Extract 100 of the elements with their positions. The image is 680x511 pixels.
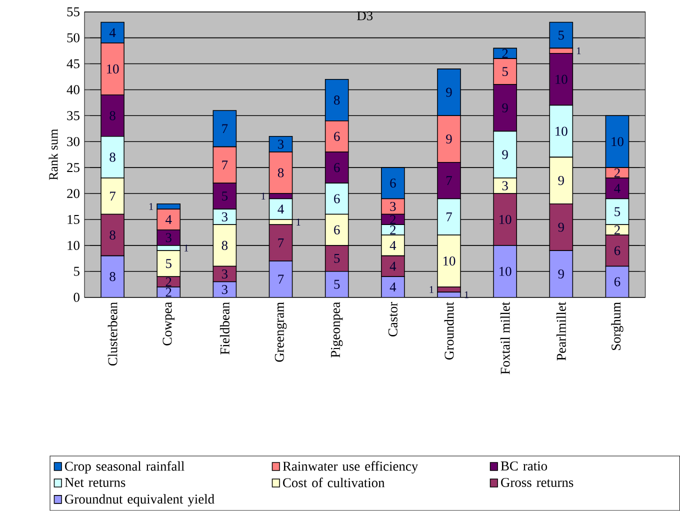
y-tick-label: 55 (67, 7, 80, 16)
x-tick-label: Foxtail millet (500, 302, 510, 374)
y-tick-label: 45 (66, 59, 80, 68)
data-label: 2 (166, 277, 172, 286)
x-tick-label: Groundnut (444, 302, 454, 360)
data-label: 9 (558, 270, 564, 279)
bar (549, 22, 574, 49)
x-tick-label: Fieldbean (220, 302, 230, 355)
data-label: 7 (446, 212, 452, 222)
x-tick-label: Pigeonpea (330, 302, 343, 358)
x-tick-label: Sorghum (611, 302, 624, 350)
data-label: 2 (390, 226, 396, 234)
data-label: 2 (614, 168, 620, 178)
data-label: 10 (443, 256, 456, 266)
data-label: 8 (222, 240, 228, 250)
y-tick-label: 40 (66, 85, 80, 94)
data-label: 1 (464, 291, 468, 298)
data-label: 3 (502, 181, 508, 190)
data-label: 1 (149, 203, 154, 210)
data-label: 10 (612, 137, 624, 146)
data-label: 9 (558, 176, 564, 186)
data-label: 7 (110, 192, 116, 201)
data-label: 4 (614, 184, 620, 193)
data-label: 8 (110, 230, 116, 240)
data-label: 1 (296, 218, 300, 226)
data-label: 9 (446, 134, 452, 144)
data-label: 3 (166, 233, 172, 242)
data-label: 7 (278, 274, 284, 284)
data-label: 1 (577, 47, 581, 54)
y-tick-label: 30 (67, 137, 80, 146)
data-label: 7 (222, 160, 228, 170)
data-label: 3 (222, 212, 228, 222)
legend-label: Rainwater use efficiency (282, 461, 418, 474)
legend-label: BC ratio (500, 462, 548, 471)
data-label: 2 (614, 226, 620, 234)
y-tick-label: 0 (74, 292, 80, 302)
data-label: 3 (222, 270, 228, 279)
data-label: 6 (334, 194, 340, 204)
data-label: 8 (278, 168, 284, 178)
data-label: 6 (334, 132, 340, 142)
data-label: 9 (502, 103, 508, 112)
data-label: 6 (390, 178, 396, 188)
y-tick-label: 50 (67, 33, 80, 42)
legend-label: Crop seasonal rainfall (65, 461, 184, 474)
data-label: 5 (614, 207, 620, 216)
data-label: 8 (110, 111, 116, 120)
data-label: 5 (558, 30, 564, 40)
data-label: 7 (222, 124, 228, 134)
data-label: 10 (556, 126, 568, 136)
x-tick-label: Greengram (274, 302, 287, 362)
data-label: 6 (334, 225, 340, 234)
data-label: 2 (502, 49, 508, 58)
data-label: 6 (334, 163, 340, 172)
data-label: 1 (184, 244, 188, 252)
y-tick-label: 15 (68, 215, 80, 224)
data-label: 5 (222, 192, 228, 201)
data-label: 3 (222, 285, 228, 294)
data-label: 5 (334, 254, 340, 263)
data-label: 8 (110, 272, 116, 282)
data-label: 8 (110, 152, 116, 162)
x-tick-label: Cowpea (162, 302, 174, 346)
data-label: 9 (446, 88, 452, 97)
data-label: 1 (430, 286, 434, 294)
y-tick-label: 35 (67, 111, 80, 120)
y-tick-label: 10 (68, 240, 80, 250)
legend-label: Groundnut equivalent yield (65, 494, 214, 506)
y-axis-title: Rank sum (48, 129, 58, 180)
legend-label: Net returns (64, 478, 126, 488)
data-label: 7 (278, 238, 284, 248)
data-label: 10 (500, 266, 512, 276)
data-label: 3 (278, 140, 284, 149)
data-label: 10 (107, 64, 119, 74)
data-label: 10 (500, 215, 512, 224)
data-label: 10 (556, 74, 568, 84)
data-label: 7 (446, 176, 452, 186)
legend-label: Gross returns (501, 478, 574, 488)
legend-label: Cost of cultivation (283, 478, 385, 488)
data-label: 6 (614, 277, 620, 286)
data-label: 4 (390, 262, 396, 271)
data-label: 3 (390, 202, 396, 212)
data-label: 4 (278, 204, 284, 214)
data-label: 1 (262, 192, 266, 200)
data-label: 5 (502, 67, 508, 76)
y-tick-label: 5 (74, 267, 80, 276)
data-label: 5 (166, 259, 172, 268)
data-label: 2 (166, 288, 172, 297)
data-label: 4 (390, 241, 396, 250)
data-label: 9 (558, 222, 564, 232)
x-tick-label: Pearlmillet (556, 302, 566, 361)
data-label: 2 (390, 215, 396, 224)
x-tick-label: Clusterbean (108, 302, 118, 366)
y-tick-label: 20 (67, 189, 80, 198)
data-label: 5 (334, 280, 340, 289)
data-label: 9 (502, 150, 508, 160)
data-label: 6 (614, 246, 620, 256)
data-label: 8 (334, 96, 340, 105)
data-label: 4 (109, 28, 116, 38)
y-tick-label: 25 (67, 163, 80, 172)
x-tick-label: Castor (388, 302, 398, 337)
data-label: 4 (390, 282, 396, 292)
